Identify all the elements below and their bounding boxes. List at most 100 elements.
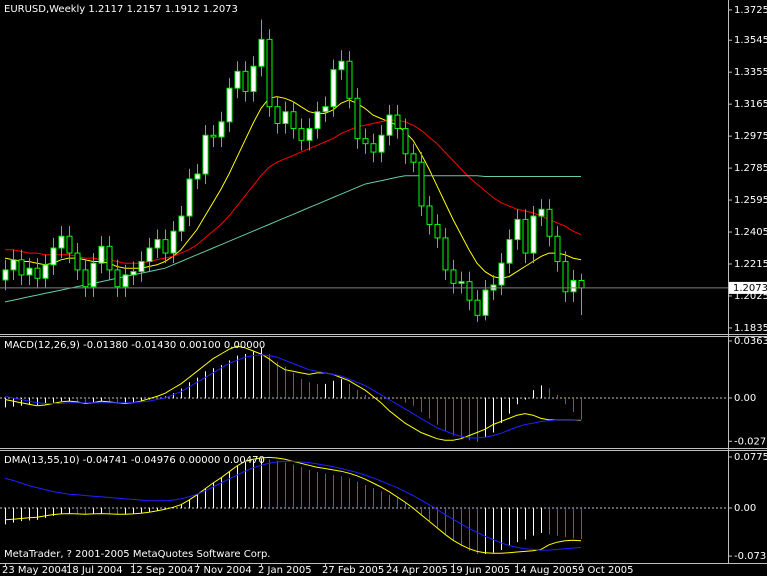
candle-body — [354, 97, 361, 140]
candle-body — [210, 134, 217, 138]
candle-body — [482, 289, 489, 316]
candle-body — [370, 143, 377, 153]
y-tick-label: 1.3545 — [734, 35, 767, 46]
indicator-line — [4, 175, 581, 303]
candle-body — [146, 247, 153, 262]
candle-body — [90, 262, 97, 288]
candle-body — [338, 60, 345, 71]
candle-body — [546, 208, 553, 237]
indicator-line — [4, 354, 581, 439]
candle-body — [258, 38, 265, 67]
indicator-line — [4, 345, 582, 441]
candle-body — [34, 267, 41, 279]
candle-body — [538, 208, 545, 217]
candle-body — [314, 111, 321, 130]
candle-body — [186, 178, 193, 217]
y-tick-label: 1.2405 — [734, 227, 767, 238]
x-tick-label: 23 May 2004 — [2, 565, 67, 576]
y-tick-label: 1.1835 — [734, 323, 767, 334]
last-price-label: 1.2073 — [733, 283, 767, 294]
candle-body — [506, 239, 513, 264]
candle-body — [442, 237, 449, 271]
candle-body — [218, 121, 225, 138]
y-tick-label: 0.00 — [734, 503, 756, 514]
candle-body — [426, 205, 433, 225]
x-tick-label: 14 Aug 2005 — [514, 565, 578, 576]
y-tick-label: 1.2215 — [734, 259, 767, 270]
x-tick-label: 12 Sep 2004 — [130, 565, 193, 576]
candle-body — [130, 271, 137, 276]
candle-body — [138, 260, 145, 273]
candle-body — [322, 106, 329, 113]
y-tick-label: 1.2785 — [734, 163, 767, 174]
candle-body — [290, 111, 297, 130]
candle-body — [82, 269, 89, 288]
candle-body — [194, 173, 201, 180]
candle-body — [26, 267, 33, 276]
candle-body — [394, 114, 401, 130]
y-tick-label: 0.03633 — [734, 336, 767, 347]
candle-body — [434, 223, 441, 239]
x-tick-label: 7 Nov 2004 — [194, 565, 252, 576]
candle-body — [50, 247, 57, 266]
candle-body — [378, 134, 385, 153]
candle-body — [530, 215, 537, 254]
candle-body — [170, 230, 177, 254]
candle-body — [274, 106, 281, 125]
candle-body — [498, 262, 505, 286]
candle-body — [562, 260, 569, 293]
candle-body — [362, 138, 369, 145]
x-tick-label: 18 Jul 2004 — [66, 565, 123, 576]
candle-body — [114, 269, 121, 288]
candle-body — [282, 111, 289, 125]
candle-body — [106, 245, 113, 271]
candle-body — [554, 235, 561, 262]
candle-body — [242, 70, 249, 93]
x-tick-label: 27 Feb 2005 — [322, 565, 384, 576]
y-tick-label: 0.07757 — [734, 452, 767, 463]
candle-body — [474, 299, 481, 316]
candle-body — [178, 215, 185, 232]
y-tick-label: 1.2025 — [734, 291, 767, 302]
panel-title: MACD(12,26,9) -0.01380 -0.01430 0.00100 … — [4, 340, 265, 351]
candle-body — [154, 239, 161, 249]
candle-body — [266, 38, 273, 108]
panel-title: EURUSD,Weekly 1.2117 1.2157 1.1912 1.207… — [4, 4, 238, 15]
candle-body — [74, 252, 81, 271]
candle-body — [122, 274, 129, 288]
x-tick-label: 2 Jan 2005 — [258, 565, 312, 576]
candle-body — [578, 279, 585, 289]
indicator-line — [4, 460, 582, 551]
y-tick-label: 1.3165 — [734, 99, 767, 110]
candle-body — [10, 259, 17, 271]
y-tick-label: 1.3355 — [734, 67, 767, 78]
candle-body — [226, 87, 233, 123]
candle-body — [386, 114, 393, 136]
candle-body — [42, 264, 49, 279]
copyright-note: MetaTrader, ? 2001-2005 MetaQuotes Softw… — [4, 549, 270, 560]
candle-body — [162, 239, 169, 254]
candle-body — [298, 128, 305, 141]
candle-body — [450, 269, 457, 284]
candle-body — [570, 279, 577, 293]
candle-body — [418, 161, 425, 207]
candle-body — [66, 235, 73, 254]
candle-body — [346, 60, 353, 99]
y-tick-label: 1.2975 — [734, 131, 767, 142]
candle-body — [410, 153, 417, 163]
candle-body — [306, 128, 313, 141]
candle-body — [522, 218, 529, 254]
candle-body — [98, 245, 105, 264]
x-tick-label: 9 Oct 2005 — [578, 565, 633, 576]
y-tick-label: -0.0276 — [734, 436, 767, 447]
candle-body — [2, 269, 9, 281]
candle-body — [202, 134, 209, 175]
y-tick-label: 1.3725 — [734, 5, 767, 16]
candle-body — [514, 218, 521, 241]
candle-body — [234, 70, 241, 89]
x-tick-label: 19 Jun 2005 — [450, 565, 510, 576]
candle-body — [58, 235, 65, 249]
